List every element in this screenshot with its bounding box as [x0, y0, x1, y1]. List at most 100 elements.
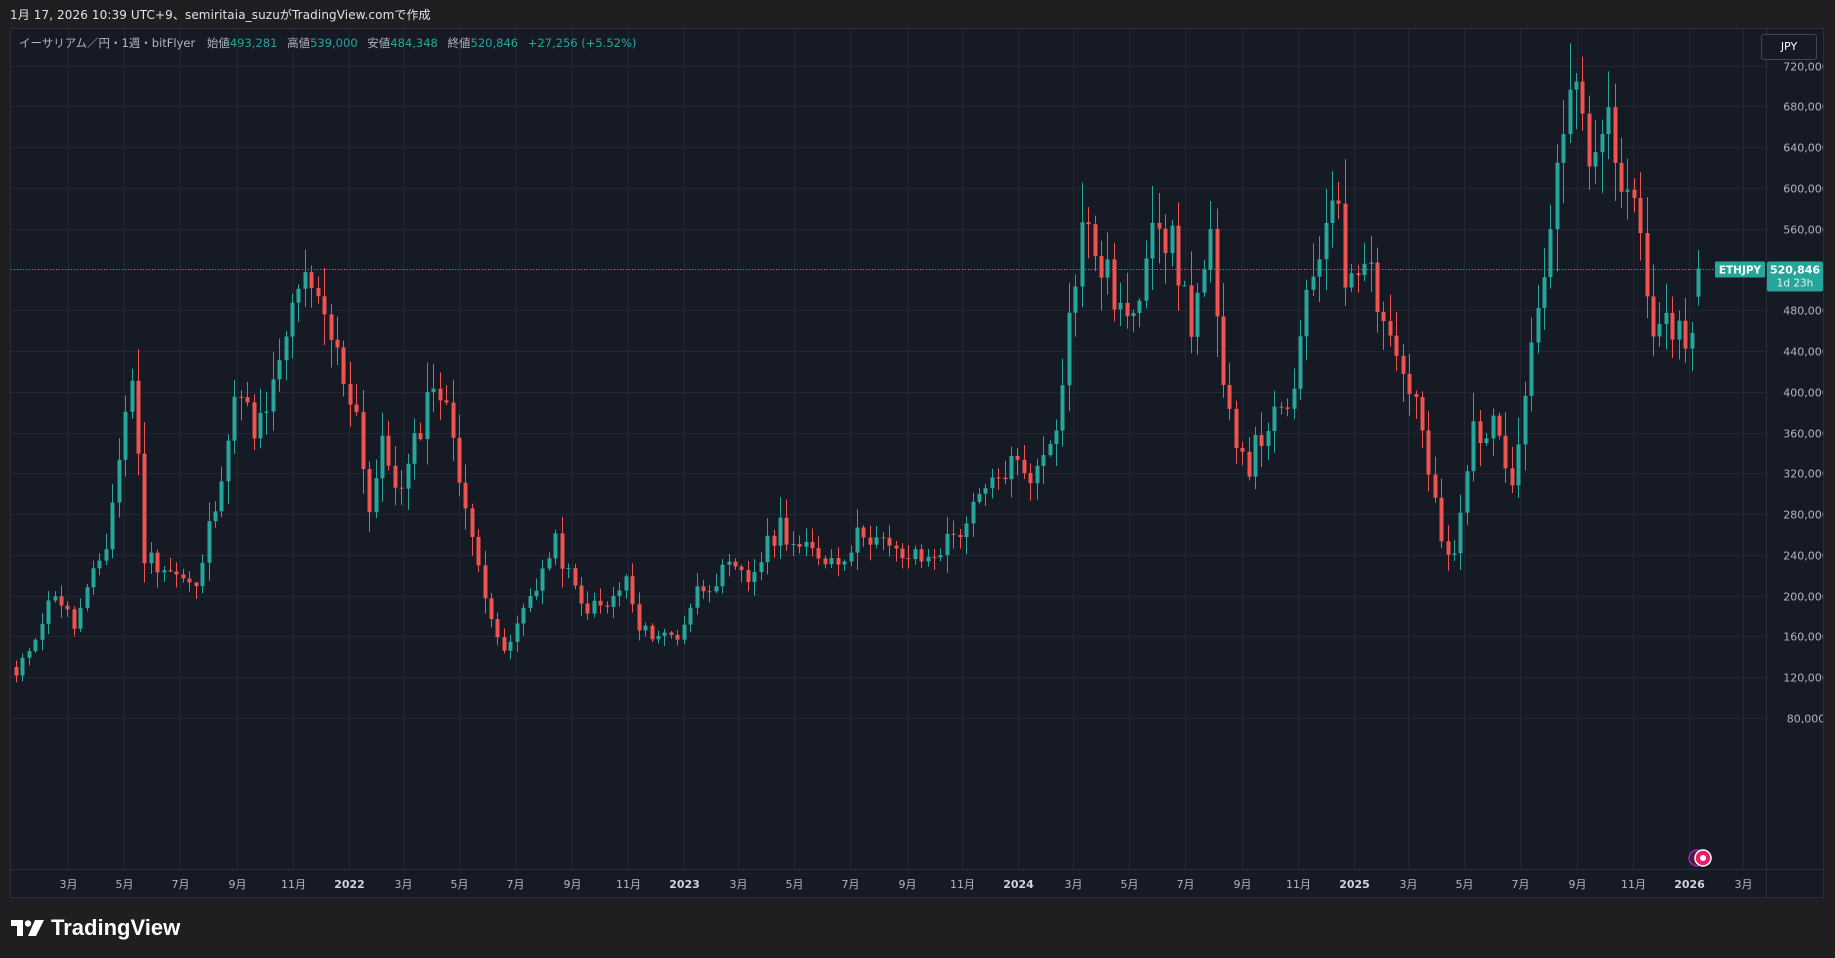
candle-body — [1645, 233, 1650, 297]
y-tick-label: 640,000 — [1783, 142, 1823, 155]
candle-body — [425, 392, 430, 440]
candle-body — [508, 641, 513, 651]
tradingview-logo[interactable]: TradingView — [11, 915, 180, 941]
candle-body — [380, 435, 385, 479]
y-tick-label: 160,000 — [1783, 631, 1823, 644]
candle-body — [399, 487, 404, 489]
candle-body — [194, 582, 199, 587]
candle-body — [117, 459, 122, 503]
candle-body — [1292, 388, 1297, 409]
x-tick-label: 2022 — [334, 878, 365, 891]
candle-body — [1471, 421, 1476, 472]
candle-body — [174, 571, 179, 575]
candle-body — [85, 587, 90, 608]
candle-body — [637, 604, 642, 631]
candle-body — [412, 433, 417, 464]
candle-body — [374, 478, 379, 513]
candle-body — [1279, 406, 1284, 408]
candle-body — [457, 437, 462, 483]
candle-body — [1568, 89, 1573, 135]
candle-body — [1073, 286, 1078, 313]
candle-body — [72, 609, 77, 629]
candlestick-chart[interactable]: 80,000 120,000 160,000 200,000 240,000 280,00… — [11, 29, 1823, 897]
candle-body — [290, 302, 295, 337]
candle-body — [1510, 468, 1515, 486]
candle-body — [1272, 406, 1277, 431]
candle-body — [752, 572, 757, 582]
currency-button[interactable]: JPY — [1761, 34, 1817, 60]
candle-body — [810, 541, 815, 549]
candle-body — [296, 288, 301, 303]
candle-body — [1369, 262, 1374, 264]
candle-body — [1215, 229, 1220, 317]
x-tick-label: 11月 — [950, 878, 975, 891]
candle-body — [1529, 342, 1534, 396]
candle-body — [20, 657, 25, 676]
candle-body — [1651, 296, 1656, 337]
candle-body — [1587, 113, 1592, 167]
grid: 80,000 120,000 160,000 200,000 240,000 280,00… — [11, 29, 1823, 897]
candle-body — [1285, 407, 1290, 409]
candle-body — [1446, 541, 1451, 555]
y-tick-label: 600,000 — [1783, 183, 1823, 196]
low-value: 484,348 — [390, 36, 438, 50]
event-marker-icon[interactable] — [1688, 849, 1712, 867]
y-tick-label: 560,000 — [1783, 224, 1823, 237]
candle-body — [772, 535, 777, 546]
candle-body — [162, 570, 167, 573]
candle-body — [104, 549, 109, 561]
candle-body — [1600, 134, 1605, 153]
candle-body — [1208, 229, 1213, 270]
candle-body — [528, 596, 533, 608]
candle-body — [1414, 394, 1419, 398]
candle-body — [1330, 200, 1335, 224]
candle-body — [823, 558, 828, 565]
x-tick-label: 11月 — [1621, 878, 1646, 891]
symbol-title[interactable]: イーサリアム／円・1週・bitFlyer — [19, 36, 196, 50]
candle-body — [303, 272, 308, 289]
candle-body — [232, 396, 237, 441]
candle-body — [1157, 222, 1162, 229]
candle-body — [784, 517, 789, 545]
candle-body — [1420, 397, 1425, 431]
candle-body — [110, 502, 115, 550]
candle-body — [155, 552, 160, 573]
x-tick-label: 7月 — [172, 878, 190, 891]
candle-body — [849, 552, 854, 562]
candle-body — [502, 637, 507, 651]
candle-body — [842, 561, 847, 565]
candle-body — [418, 433, 423, 440]
candle-body — [46, 600, 51, 624]
x-tick-label: 9月 — [229, 878, 247, 891]
open-label: 始値 — [206, 36, 230, 50]
candle-body — [1041, 455, 1046, 466]
candle-body — [40, 623, 45, 640]
ohlc-legend: イーサリアム／円・1週・bitFlyer 始値493,281 高値539,000… — [19, 35, 642, 51]
candle-body — [874, 537, 879, 545]
candle-body — [1112, 259, 1117, 310]
candle-body — [926, 556, 931, 562]
candle-body — [207, 521, 212, 563]
last-price-text: 520,846 — [1770, 264, 1820, 277]
x-tick-label: 9月 — [899, 878, 917, 891]
candle-body — [1336, 200, 1341, 204]
candle-body — [1503, 435, 1508, 469]
candle-body — [78, 607, 83, 629]
candle-body — [91, 568, 96, 588]
candle-body — [938, 555, 943, 558]
y-tick-label: 280,000 — [1783, 509, 1823, 522]
candle-body — [329, 314, 334, 340]
close-label: 終値 — [447, 36, 471, 50]
candle-body — [932, 556, 937, 558]
candle-body — [123, 411, 128, 460]
candle-body — [1003, 477, 1008, 480]
candle-body — [1195, 292, 1200, 337]
candle-body — [887, 537, 892, 546]
candle-body — [1657, 323, 1662, 337]
candle-body — [476, 536, 481, 566]
chart-panel[interactable]: 80,000 120,000 160,000 200,000 240,000 280,00… — [10, 28, 1824, 898]
x-tick-label: 3月 — [730, 878, 748, 891]
candle-body — [1356, 273, 1361, 276]
candle-body — [1131, 313, 1136, 317]
